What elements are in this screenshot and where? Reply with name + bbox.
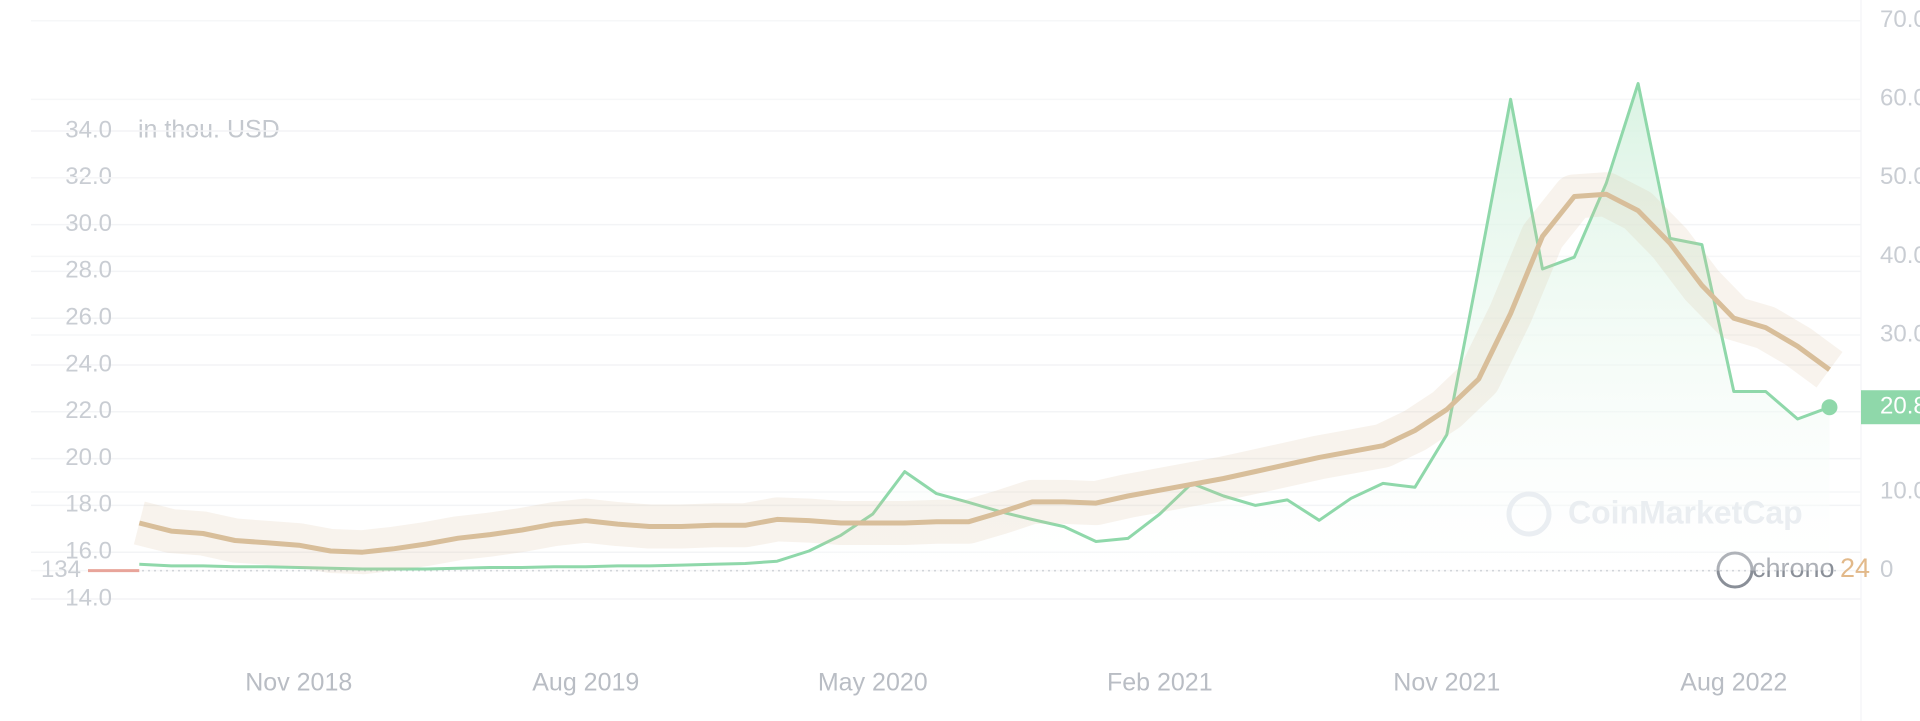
- y-tick-label: 28.0: [65, 257, 112, 284]
- current-tag-label: 20.8: [1880, 393, 1920, 420]
- y-tick-label: 24.0: [65, 350, 112, 377]
- y2-tick-label: 50.0: [1880, 163, 1920, 190]
- y-tick-label: 18.0: [65, 491, 112, 518]
- unit-label: in thou. USD: [138, 116, 280, 144]
- x-tick-label: Aug 2019: [532, 669, 639, 697]
- y2-tick-label: 70.0: [1880, 6, 1920, 33]
- y-tick-label: 16.0: [65, 538, 112, 565]
- y-tick-label: 14.0: [65, 584, 112, 611]
- y2-tick-label: 10.0: [1880, 477, 1920, 504]
- x-tick-label: Aug 2022: [1680, 669, 1787, 697]
- y-tick-label: 32.0: [65, 163, 112, 190]
- y-tick-label: 20.0: [65, 444, 112, 471]
- x-tick-label: Feb 2021: [1107, 669, 1213, 697]
- y-tick-label: 34.0: [65, 116, 112, 143]
- y2-tick-label: 40.0: [1880, 242, 1920, 269]
- y-tick-label: 26.0: [65, 304, 112, 331]
- y2-tick-label: 0: [1880, 556, 1893, 583]
- current-point: [1821, 399, 1838, 416]
- current-tag: [1861, 390, 1920, 425]
- x-tick-label: May 2020: [818, 669, 928, 697]
- line: [138, 191, 1831, 555]
- y2-tick-label: 60.0: [1880, 85, 1920, 112]
- area: [139, 83, 1830, 571]
- baseline-label: 134: [41, 556, 81, 583]
- x-tick-label: Nov 2018: [245, 669, 352, 697]
- y2-tick-label: 30.0: [1880, 320, 1920, 347]
- x-tick-label: Nov 2021: [1393, 669, 1500, 697]
- chrono-24: 24: [1840, 553, 1870, 583]
- line: [139, 82, 1831, 571]
- y-tick-label: 22.0: [65, 397, 112, 424]
- y-tick-label: 30.0: [65, 210, 112, 237]
